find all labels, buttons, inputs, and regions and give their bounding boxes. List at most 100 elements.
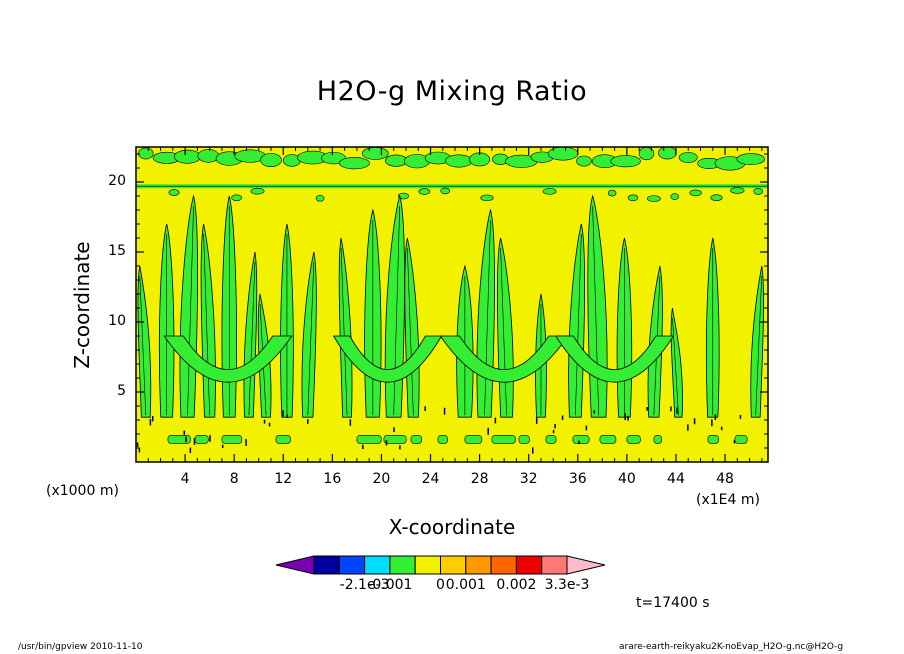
surface-cell (356, 435, 382, 444)
lower-cell (231, 194, 242, 202)
lower-cell (440, 187, 451, 195)
x-tick-label: 20 (372, 471, 391, 487)
y-tick-label: 10 (108, 313, 126, 329)
surface-cell (410, 435, 422, 444)
contour-field (136, 147, 768, 454)
colorbar-label: -2.1e-3 (339, 577, 390, 593)
contour-speck (578, 440, 580, 445)
colorbar-box (364, 555, 391, 575)
surface-cell (194, 435, 209, 444)
contour-speck (443, 407, 446, 415)
upper-cell (658, 147, 677, 160)
contour-speck (138, 447, 141, 453)
contour-speck (286, 414, 289, 418)
x-tick-label: 48 (716, 471, 734, 487)
contour-speck (624, 413, 626, 421)
x-tick-label: 12 (274, 471, 293, 487)
contour-speck (349, 419, 352, 426)
y-tick-label: 15 (108, 243, 126, 259)
contour-speck (714, 414, 717, 420)
colorbar-label: -0.001 (367, 577, 413, 593)
plot-frame (135, 146, 769, 463)
plume (384, 194, 405, 418)
contour-speck (185, 436, 187, 443)
lower-cell (753, 188, 764, 195)
contour-speck (711, 419, 713, 427)
colorbar-box (440, 555, 467, 575)
colorbar-label: 3.3e-3 (544, 577, 590, 593)
surface-cell (545, 435, 557, 444)
upper-cell (678, 152, 698, 163)
x-axis-label: X-coordinate (388, 515, 516, 539)
colorbar-box (313, 555, 340, 575)
lower-cell (542, 188, 557, 195)
plume-inner-contour (484, 219, 491, 416)
colorbar-box (490, 555, 517, 575)
lower-cell (480, 194, 494, 202)
surface-cell (734, 435, 748, 444)
colorbar-min-arrow (275, 555, 315, 575)
surface-cell (518, 435, 530, 444)
contour-speck (183, 430, 186, 435)
contour-speck (646, 407, 648, 411)
plume-inner-contour (187, 205, 194, 416)
contour-speck (561, 415, 564, 421)
surface-cell (599, 435, 617, 444)
x-tick-label: 16 (323, 471, 342, 487)
contour-speck (535, 417, 538, 424)
upper-cell (445, 154, 473, 168)
contour-speck (221, 444, 224, 449)
contour-speck (245, 439, 247, 446)
contour-speck (739, 414, 742, 419)
colorbar-box (465, 555, 492, 575)
contour-speck (149, 418, 152, 426)
colorbar (275, 555, 606, 575)
surface-cell (464, 435, 483, 444)
colorbar-box (338, 555, 366, 575)
contour-speck (399, 445, 401, 450)
contour-speck (687, 424, 689, 431)
plume-inner-contour (592, 205, 599, 416)
x-axis (147, 147, 763, 462)
contour-speck (268, 422, 271, 427)
contour-speck (585, 425, 588, 431)
x-tick-label: 44 (667, 471, 685, 487)
contour-speck (307, 419, 309, 424)
contour-speck (263, 419, 266, 424)
lower-cell (689, 189, 702, 197)
x-tick-label: 24 (421, 471, 440, 487)
surface-cell (275, 435, 291, 444)
plume-inner-contour (755, 275, 763, 416)
trough (163, 335, 293, 383)
plume-inner-contour (340, 247, 348, 416)
plume-inner-contour (139, 275, 147, 416)
upper-cell (338, 157, 370, 170)
surface-cell (221, 435, 243, 444)
colorbar-max-arrow (566, 555, 606, 575)
surface-cell (167, 435, 191, 444)
contour-speck (362, 444, 364, 450)
y-axis-label: Z-coordinate (70, 241, 94, 369)
lower-cell (398, 192, 409, 200)
lower-cell (418, 188, 431, 195)
upper-cell (736, 153, 766, 165)
contour-speck (193, 438, 196, 445)
contour-speck (552, 429, 555, 434)
colorbar-box (389, 555, 416, 575)
colorbar-label: 0.001 (445, 577, 486, 593)
surface-cell (491, 435, 516, 444)
contour-speck (733, 439, 736, 444)
upper-cell (321, 151, 347, 165)
plume-inner-contour (672, 317, 679, 416)
footer-left: /usr/bin/gpview 2010-11-10 (18, 642, 143, 652)
plume-inner-contour (393, 205, 401, 416)
surface-cell (707, 435, 720, 444)
contour-speck (593, 410, 596, 414)
contour-speck (136, 442, 139, 448)
surface-cell (626, 435, 641, 444)
y-axis-unit: (x1000 m) (46, 483, 119, 499)
contour-speck (532, 447, 534, 454)
contour-speck (676, 407, 678, 414)
upper-cell (260, 153, 282, 168)
lower-cell (646, 195, 661, 202)
